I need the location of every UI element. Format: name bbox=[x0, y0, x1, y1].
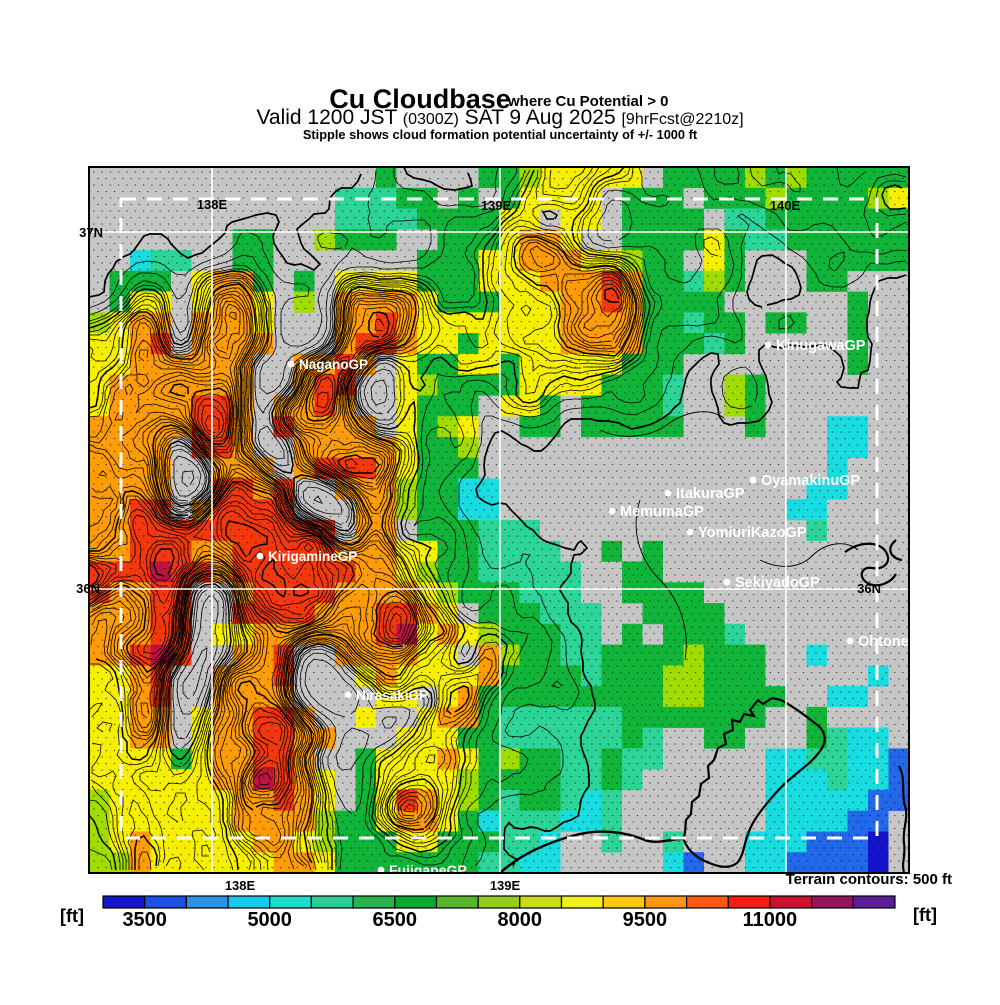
svg-text:YomiuriKazoGP: YomiuriKazoGP bbox=[698, 525, 807, 541]
svg-text:NirasakiGP: NirasakiGP bbox=[356, 688, 428, 703]
svg-text:138E: 138E bbox=[225, 878, 256, 893]
svg-text:140E: 140E bbox=[770, 198, 801, 213]
svg-text:5000: 5000 bbox=[247, 909, 292, 931]
svg-text:11000: 11000 bbox=[743, 909, 798, 931]
svg-text:3500: 3500 bbox=[122, 909, 167, 931]
svg-text:where Cu Potential > 0: where Cu Potential > 0 bbox=[507, 93, 668, 110]
svg-text:[ft]: [ft] bbox=[60, 906, 84, 926]
svg-text:9500: 9500 bbox=[623, 909, 668, 931]
svg-text:36N: 36N bbox=[76, 581, 100, 596]
svg-text:OhtoneGP: OhtoneGP bbox=[858, 634, 930, 650]
svg-text:[ft]: [ft] bbox=[913, 905, 937, 925]
svg-text:139E: 139E bbox=[481, 198, 512, 213]
svg-text:36N: 36N bbox=[857, 581, 881, 596]
svg-text:37N: 37N bbox=[79, 225, 103, 240]
svg-text:ItakuraGP: ItakuraGP bbox=[676, 486, 745, 502]
svg-text:6500: 6500 bbox=[373, 909, 418, 931]
svg-text:Cu Cloudbase: Cu Cloudbase bbox=[329, 84, 511, 114]
svg-text:138E: 138E bbox=[197, 197, 228, 212]
svg-text:Terrain contours: 500 ft: Terrain contours: 500 ft bbox=[786, 871, 952, 888]
svg-text:OyamakinuGP: OyamakinuGP bbox=[761, 473, 860, 489]
svg-text:NaganoGP: NaganoGP bbox=[299, 357, 368, 372]
svg-text:FujiganeGP: FujiganeGP bbox=[389, 862, 467, 878]
svg-text:KinugawaGP: KinugawaGP bbox=[776, 338, 866, 354]
svg-text:Valid 1200 JST (0300Z) SAT 9 A: Valid 1200 JST (0300Z) SAT 9 Aug 2025 [9… bbox=[256, 106, 743, 129]
svg-text:139E: 139E bbox=[490, 878, 521, 893]
svg-text:8000: 8000 bbox=[498, 909, 543, 931]
svg-text:KirigamineGP: KirigamineGP bbox=[268, 549, 357, 564]
svg-text:Stipple shows cloud formation: Stipple shows cloud formation potential … bbox=[303, 127, 698, 142]
svg-text:MemumaGP: MemumaGP bbox=[620, 504, 704, 520]
svg-text:SekiyadoGP: SekiyadoGP bbox=[735, 575, 820, 591]
